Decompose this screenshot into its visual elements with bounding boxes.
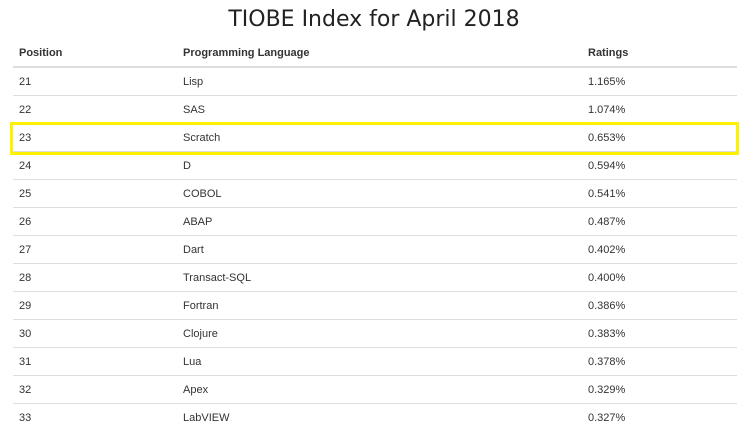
cell-position: 27: [13, 235, 177, 264]
cell-position: 24: [13, 151, 177, 180]
cell-rating: 0.378%: [582, 347, 737, 376]
cell-language: Dart: [177, 235, 582, 264]
cell-rating: 0.541%: [582, 179, 737, 208]
table-row: 29 Fortran 0.386%: [13, 291, 737, 320]
table-row: 27 Dart 0.402%: [13, 235, 737, 264]
cell-language: COBOL: [177, 179, 582, 208]
cell-language: D: [177, 151, 582, 180]
cell-position: 23: [13, 123, 177, 152]
table-row: 30 Clojure 0.383%: [13, 319, 737, 348]
table-row: 31 Lua 0.378%: [13, 347, 737, 376]
cell-rating: 1.074%: [582, 95, 737, 124]
table-row: 28 Transact-SQL 0.400%: [13, 263, 737, 292]
cell-position: 32: [13, 375, 177, 404]
column-header-ratings: Ratings: [582, 39, 737, 68]
cell-language: Transact-SQL: [177, 263, 582, 292]
ranking-table: Position Programming Language Ratings 21…: [13, 39, 737, 431]
table-row: 22 SAS 1.074%: [13, 95, 737, 124]
column-header-position: Position: [13, 39, 177, 68]
cell-position: 22: [13, 95, 177, 124]
cell-language: Fortran: [177, 291, 582, 320]
cell-language: Scratch: [177, 123, 582, 152]
cell-rating: 0.402%: [582, 235, 737, 264]
page-title: TIOBE Index for April 2018: [228, 7, 520, 32]
table-row: 33 LabVIEW 0.327%: [13, 403, 737, 431]
cell-rating: 0.400%: [582, 263, 737, 292]
table-row: 24 D 0.594%: [13, 151, 737, 180]
cell-language: Clojure: [177, 319, 582, 348]
cell-rating: 1.165%: [582, 66, 737, 96]
cell-rating: 0.487%: [582, 207, 737, 236]
cell-position: 21: [13, 66, 177, 96]
table-row: 26 ABAP 0.487%: [13, 207, 737, 236]
table-row-highlighted: 23 Scratch 0.653%: [13, 123, 737, 152]
table-row: 21 Lisp 1.165%: [13, 66, 737, 96]
cell-language: Apex: [177, 375, 582, 404]
cell-position: 29: [13, 291, 177, 320]
cell-language: ABAP: [177, 207, 582, 236]
cell-language: LabVIEW: [177, 403, 582, 431]
cell-rating: 0.594%: [582, 151, 737, 180]
cell-rating: 0.329%: [582, 375, 737, 404]
cell-rating: 0.653%: [582, 123, 737, 152]
cell-rating: 0.386%: [582, 291, 737, 320]
table-row: 25 COBOL 0.541%: [13, 179, 737, 208]
cell-rating: 0.383%: [582, 319, 737, 348]
cell-position: 26: [13, 207, 177, 236]
column-header-language: Programming Language: [177, 39, 582, 68]
cell-position: 33: [13, 403, 177, 431]
cell-rating: 0.327%: [582, 403, 737, 431]
cell-language: Lisp: [177, 66, 582, 96]
cell-language: Lua: [177, 347, 582, 376]
cell-language: SAS: [177, 95, 582, 124]
cell-position: 28: [13, 263, 177, 292]
cell-position: 30: [13, 319, 177, 348]
cell-position: 31: [13, 347, 177, 376]
cell-position: 25: [13, 179, 177, 208]
table-header-row: Position Programming Language Ratings: [13, 39, 737, 68]
table-row: 32 Apex 0.329%: [13, 375, 737, 404]
